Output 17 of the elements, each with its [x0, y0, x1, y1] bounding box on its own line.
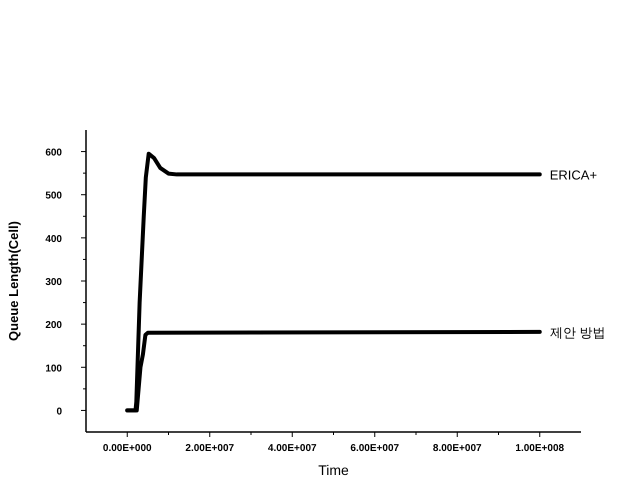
y-tick-label: 0 [56, 406, 62, 418]
y-tick-label: 500 [45, 190, 62, 202]
y-tick-label: 400 [45, 234, 62, 245]
x-tick-label: 4.00E+007 [268, 443, 318, 454]
series-label: ERICA+ [550, 167, 598, 182]
y-tick-label: 200 [45, 320, 62, 332]
y-tick-label: 100 [45, 363, 62, 374]
x-tick-label: 1.00E+008 [515, 443, 565, 454]
x-axis-title: Time [318, 462, 350, 478]
x-tick-label: 6.00E+007 [350, 443, 400, 454]
y-axis-title: Queue Length(Cell) [6, 221, 21, 341]
y-tick-label: 600 [45, 148, 62, 159]
x-tick-label: 8.00E+007 [432, 443, 482, 454]
series-label: 제안 방법 [550, 324, 606, 340]
y-tick-label: 300 [45, 277, 62, 288]
x-tick-label: 0.00E+000 [102, 443, 152, 454]
x-tick-label: 2.00E+007 [185, 443, 235, 454]
